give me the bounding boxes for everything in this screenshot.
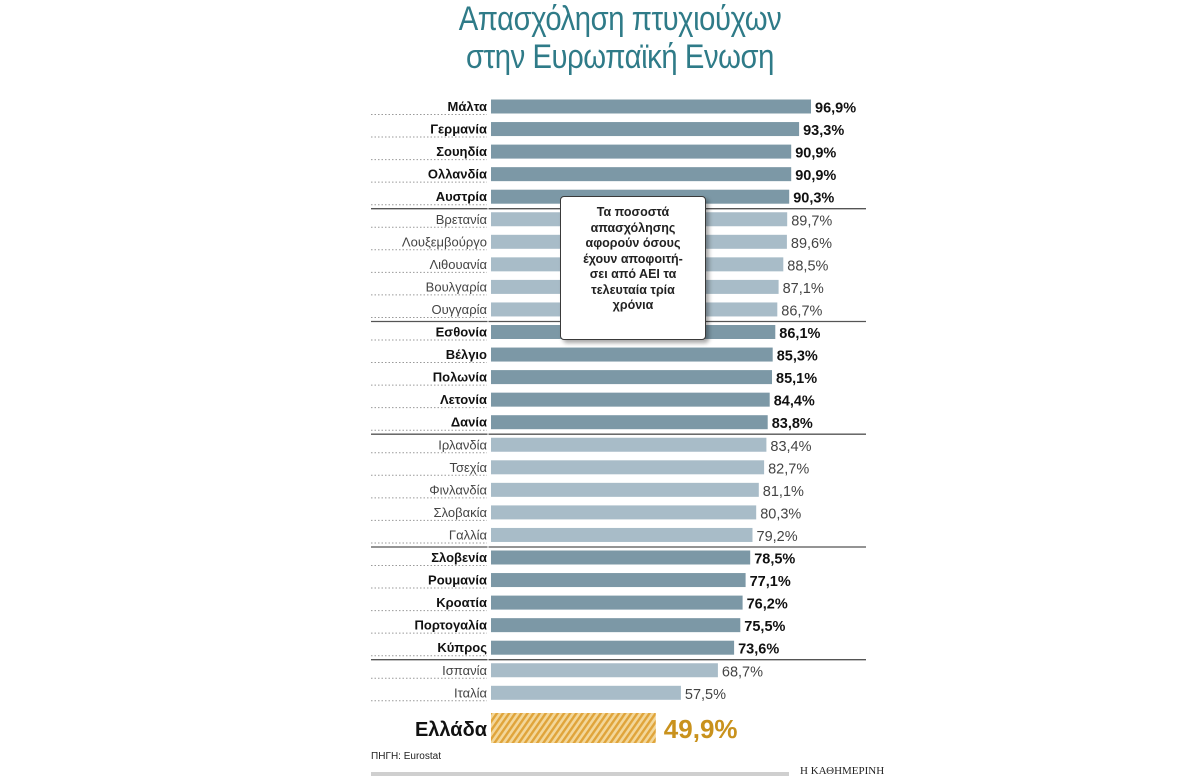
value-label-10: 86,1% (779, 326, 820, 342)
bar-25 (491, 663, 718, 678)
category-label-19: Γαλλία (449, 527, 488, 542)
category-label-0: Μάλτα (448, 99, 487, 114)
bar-23 (491, 618, 741, 633)
category-label-4: Αυστρία (436, 189, 487, 204)
value-label-7: 88,5% (787, 258, 828, 274)
value-label-18: 80,3% (760, 506, 801, 522)
category-label-21: Ρουμανία (428, 573, 487, 588)
value-label-17: 81,1% (763, 484, 804, 500)
category-label-3: Ολλανδία (428, 167, 487, 182)
bar-17 (491, 482, 759, 497)
bar-1 (491, 122, 800, 137)
bar-22 (491, 595, 743, 610)
value-label-20: 78,5% (754, 552, 795, 568)
category-label-12: Πολωνία (433, 370, 487, 385)
category-label-22: Κροατία (436, 595, 487, 610)
category-label-13: Λετονία (440, 392, 487, 407)
chart-title: Απασχόληση πτυχιούχων στην Ευρωπαϊκή Ενω… (396, 0, 843, 76)
value-label-25: 68,7% (722, 664, 763, 680)
bar-27 (491, 713, 656, 743)
chart-title-line2: στην Ευρωπαϊκή Ενωση (466, 38, 774, 76)
value-label-9: 86,7% (781, 303, 822, 319)
category-label-23: Πορτογαλία (415, 618, 487, 633)
value-label-0: 96,9% (815, 101, 856, 117)
value-label-15: 83,4% (770, 439, 811, 455)
value-label-23: 75,5% (744, 619, 785, 635)
category-label-17: Φινλανδία (429, 482, 487, 497)
value-label-4: 90,3% (793, 191, 834, 207)
bar-11 (491, 347, 773, 362)
bar-14 (491, 415, 768, 430)
bar-3 (491, 167, 792, 182)
bar-12 (491, 370, 772, 385)
bar-13 (491, 392, 770, 407)
bar-20 (491, 550, 751, 565)
category-label-5: Βρετανία (436, 212, 488, 227)
category-label-24: Κύπρος (437, 640, 487, 655)
value-label-22: 76,2% (747, 597, 788, 613)
category-label-7: Λιθουανία (429, 257, 487, 272)
bar-15 (491, 437, 767, 452)
value-label-2: 90,9% (795, 146, 836, 162)
value-label-11: 85,3% (777, 349, 818, 365)
value-label-1: 93,3% (803, 123, 844, 139)
value-label-19: 79,2% (757, 529, 798, 545)
source-label: ΠΗΓΗ: Eurostat (371, 751, 441, 762)
value-label-26: 57,5% (685, 687, 726, 703)
value-label-14: 83,8% (772, 416, 813, 432)
chart-title-line1: Απασχόληση πτυχιούχων (458, 0, 782, 38)
category-label-11: Βέλγιο (446, 347, 487, 362)
category-label-15: Ιρλανδία (438, 437, 487, 452)
footer-rule (371, 772, 789, 776)
bar-21 (491, 573, 746, 588)
bar-19 (491, 527, 753, 542)
value-label-12: 85,1% (776, 371, 817, 387)
note-box: Τα ποσοστά απασχόλησης αφορούν όσους έχο… (560, 196, 706, 340)
category-label-27: Ελλάδα (415, 719, 488, 741)
value-label-24: 73,6% (738, 642, 779, 658)
category-label-26: Ιταλία (454, 685, 487, 700)
value-label-27: 49,9% (664, 714, 738, 744)
bar-26 (491, 685, 681, 700)
category-label-1: Γερμανία (430, 122, 487, 137)
category-label-10: Εσθονία (436, 325, 487, 340)
category-label-8: Βουλγαρία (426, 279, 488, 294)
bar-0 (491, 99, 811, 114)
bar-16 (491, 460, 765, 475)
value-label-8: 87,1% (783, 281, 824, 297)
value-label-16: 82,7% (768, 461, 809, 477)
bar-2 (491, 144, 792, 159)
category-label-6: Λουξεμβούργο (402, 234, 487, 249)
value-label-5: 89,7% (791, 213, 832, 229)
bar-24 (491, 640, 735, 655)
value-label-13: 84,4% (774, 394, 815, 410)
value-label-6: 89,6% (791, 236, 832, 252)
value-label-3: 90,9% (795, 168, 836, 184)
category-label-25: Ισπανία (442, 663, 487, 678)
category-label-16: Τσεχία (449, 460, 487, 475)
category-label-18: Σλοβακία (434, 505, 488, 520)
value-label-21: 77,1% (750, 574, 791, 590)
bar-18 (491, 505, 757, 520)
publisher-label: Η ΚΑΘΗΜΕΡΙΝΗ (800, 765, 885, 777)
category-label-14: Δανία (451, 415, 487, 430)
category-label-2: Σουηδία (436, 144, 487, 159)
category-label-9: Ουγγαρία (431, 302, 487, 317)
category-label-20: Σλοβενία (431, 550, 487, 565)
